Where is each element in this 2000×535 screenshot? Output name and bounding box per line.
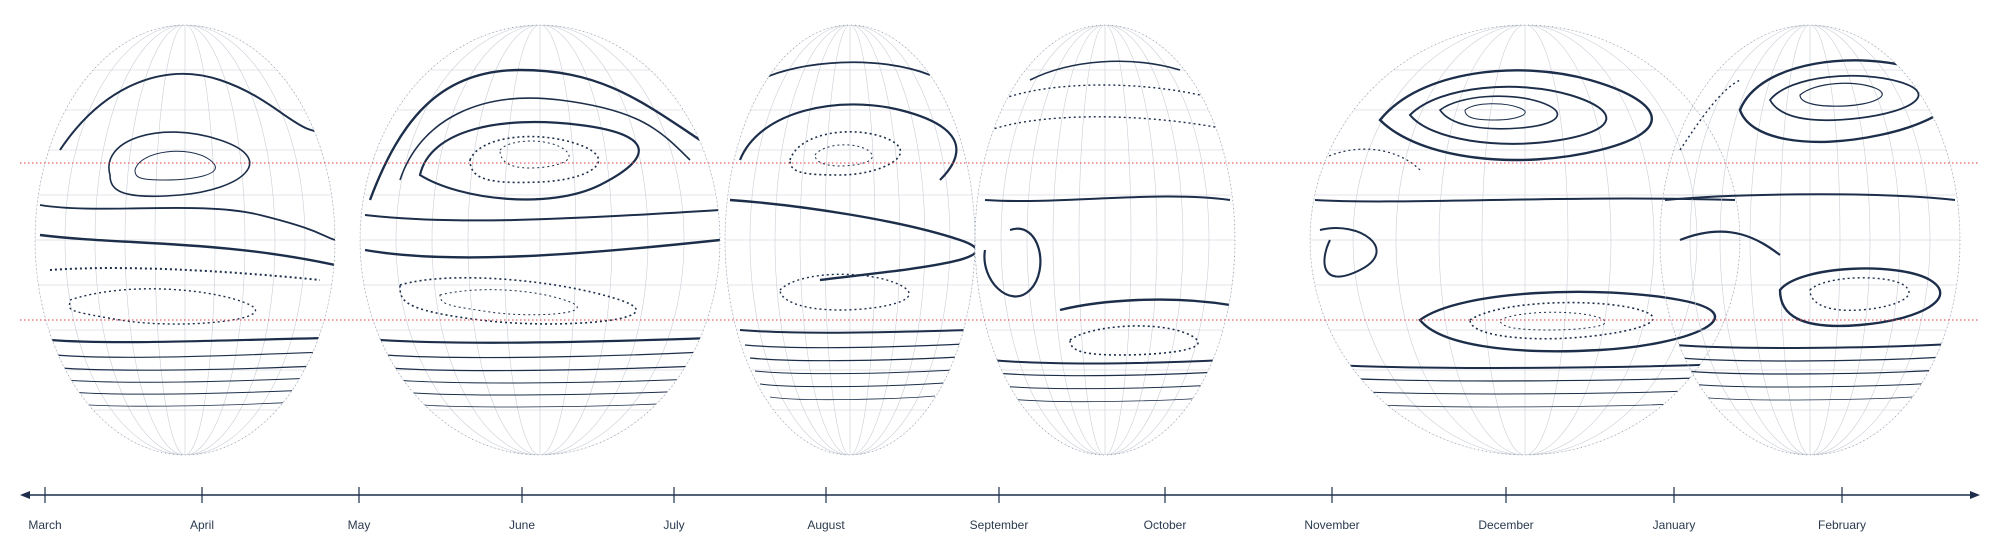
month-label-january: January: [1652, 518, 1696, 532]
graticule: [725, 25, 975, 455]
globe-4: [974, 24, 1236, 456]
month-label-october: October: [1143, 518, 1187, 532]
month-label-may: May: [347, 518, 371, 532]
month-label-june: June: [508, 518, 536, 532]
globe-contour-map: [20, 24, 1980, 456]
month-label-february: February: [1817, 518, 1867, 532]
month-timeline: March April May June July August Septemb…: [0, 470, 2000, 532]
month-label-december: December: [1478, 518, 1534, 532]
arrow-left-icon: [20, 491, 30, 499]
globe-2: [359, 24, 721, 456]
contours: [729, 61, 975, 401]
contours: [1314, 69, 1736, 408]
globe-1: [34, 24, 336, 456]
month-label-august: August: [807, 518, 845, 532]
timeline-ticks: [44, 487, 1843, 503]
month-label-september: September: [969, 518, 1029, 532]
month-label-april: April: [189, 518, 215, 532]
globe-3: [724, 24, 976, 456]
month-label-november: November: [1304, 518, 1360, 532]
graticule: [975, 25, 1235, 455]
globe-5: [1309, 24, 1741, 456]
graticule: [1660, 25, 1960, 455]
timeline-axis: [20, 487, 1980, 503]
contours: [364, 68, 720, 408]
contour-globe-strip: [20, 24, 1980, 456]
month-label-march: March: [28, 518, 62, 532]
month-label-july: July: [663, 518, 685, 532]
contours: [983, 60, 1231, 403]
globe-6: [1659, 24, 1961, 456]
arrow-right-icon: [1970, 491, 1980, 499]
contours: [39, 72, 335, 407]
graticule: [360, 25, 720, 455]
